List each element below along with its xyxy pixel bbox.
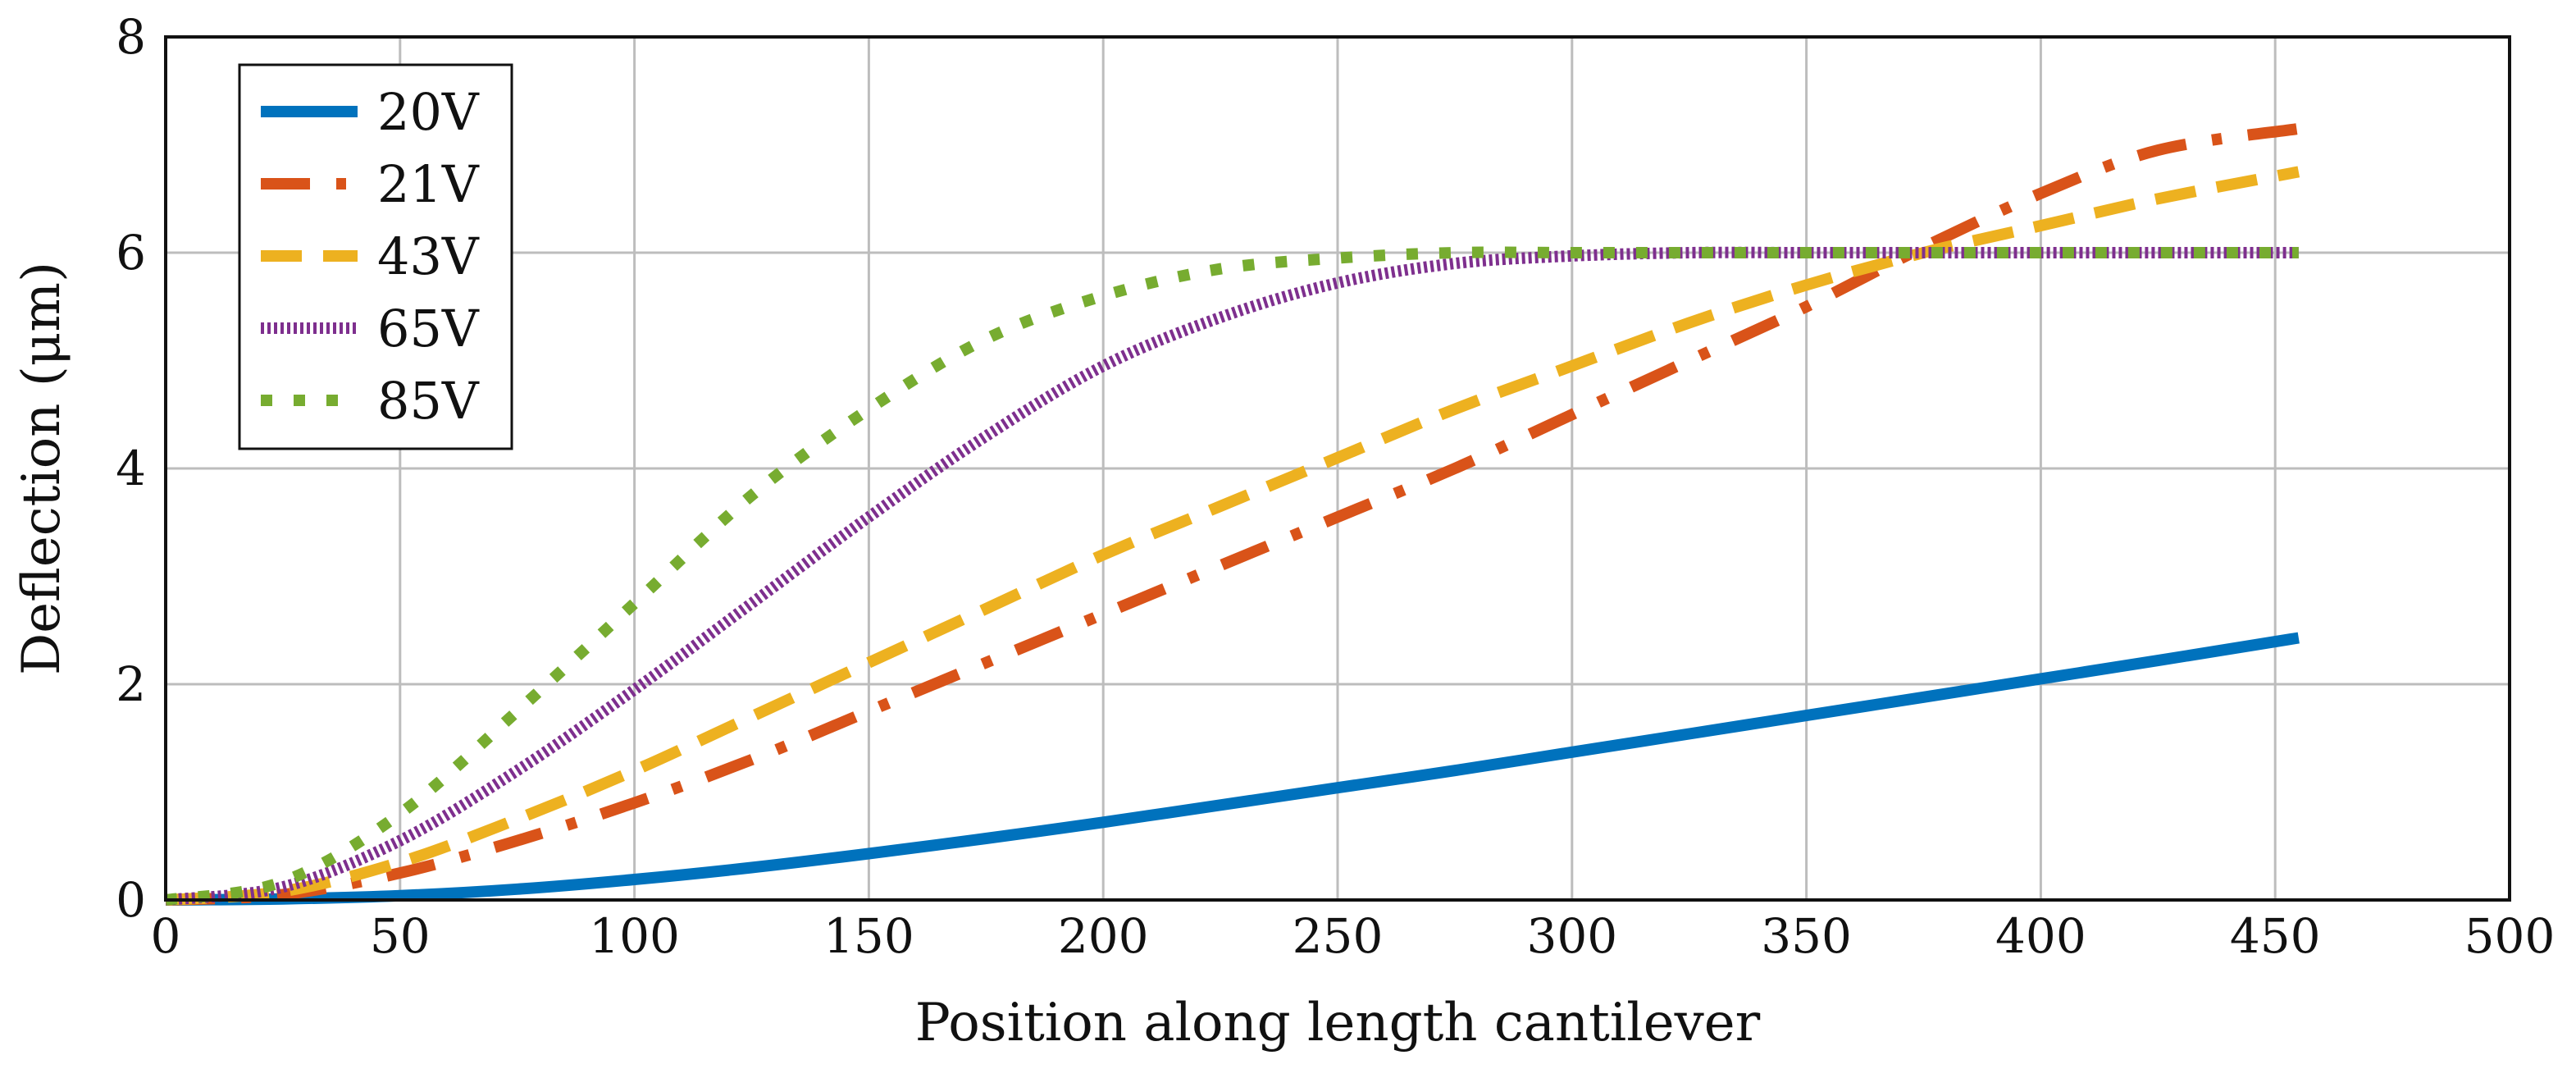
x-tick-label: 50: [370, 908, 431, 964]
legend: 20V 21V 43V 65V 85V: [238, 63, 513, 450]
x-tick-label: 200: [1058, 908, 1149, 964]
x-tick-label: 300: [1526, 908, 1617, 964]
series-line-65v: [165, 246, 2299, 906]
x-tick-label: 350: [1761, 908, 1852, 964]
y-tick-label: 2: [116, 656, 146, 712]
y-tick-label: 8: [116, 9, 146, 65]
legend-label-21v: 21V: [377, 154, 480, 214]
legend-label-20v: 20V: [377, 82, 480, 142]
y-tick-label: 6: [116, 225, 146, 281]
x-axis-title: Position along length cantilever: [915, 993, 1761, 1053]
x-tick-label: 100: [589, 908, 680, 964]
x-tick-label: 250: [1293, 908, 1384, 964]
x-tick-label: 450: [2230, 908, 2321, 964]
legend-label-65v: 65V: [377, 299, 480, 359]
series-line-21v: [165, 122, 2300, 906]
x-tick-label: 500: [2464, 908, 2555, 964]
legend-label-85v: 85V: [377, 371, 480, 431]
tick-labels: 0 50 100 150 200 250 300 350 400 450 500 0 2 4 6 8: [116, 9, 2555, 964]
x-tick-label: 150: [823, 908, 914, 964]
y-tick-label: 4: [116, 441, 146, 496]
series-group: [164, 122, 2300, 906]
series-line-20v: [165, 632, 2300, 906]
series-line-85v: [164, 246, 2299, 906]
y-tick-label: 0: [116, 872, 146, 928]
legend-label-43v: 43V: [377, 226, 480, 286]
y-axis-title: Deflection (μm): [11, 262, 72, 675]
x-tick-label: 400: [1995, 908, 2086, 964]
x-tick-label: 0: [151, 908, 181, 964]
plot-frame: [164, 35, 2511, 902]
